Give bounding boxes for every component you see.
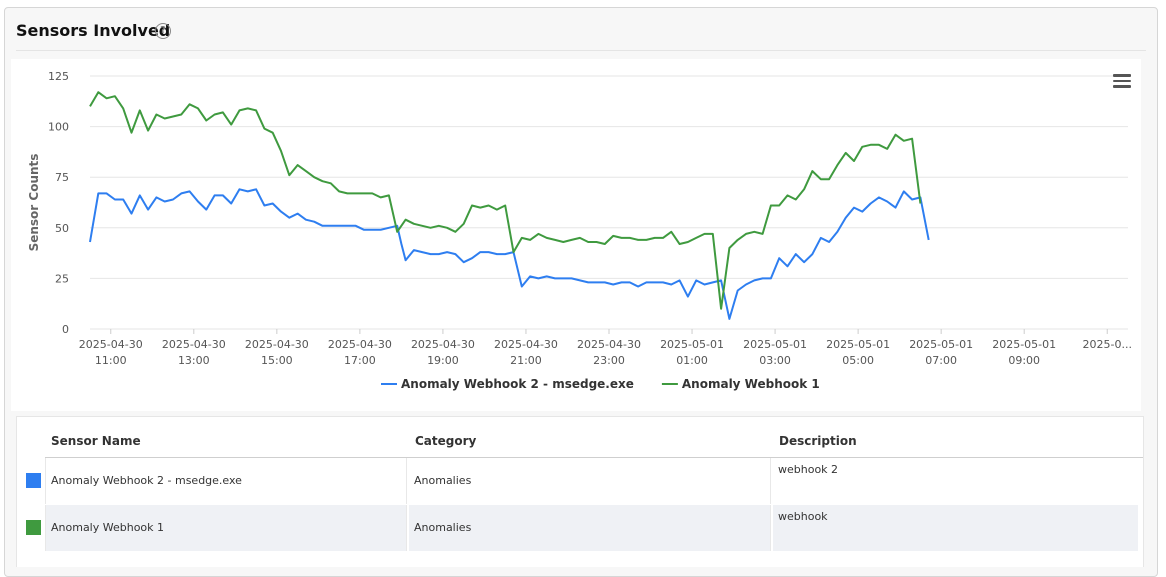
legend-item: Anomaly Webhook 1 (682, 377, 820, 391)
description: webhook 2 (778, 463, 839, 476)
x-tick-label: 05:00 (842, 354, 874, 367)
x-tick-label: 15:00 (261, 354, 293, 367)
x-tick-label: 07:00 (925, 354, 957, 367)
x-tick-label: 2025-04-30 (494, 338, 558, 351)
col-header-description[interactable]: Description (779, 434, 857, 448)
x-tick-label: 2025-04-30 (79, 338, 143, 351)
x-tick-label: 17:00 (344, 354, 376, 367)
line-chart: 0 25 50 75 100 125 Sensor Counts 2025-04-30 11:… (27, 70, 1132, 391)
series-line (89, 188, 930, 320)
row-swatch-cell (17, 458, 44, 504)
series-color-swatch (26, 473, 41, 488)
y-axis: 0 25 50 75 100 125 Sensor Counts (27, 70, 69, 336)
legend-item: Anomaly Webhook 2 - msedge.exe (401, 377, 634, 391)
x-tick-label: 13:00 (178, 354, 210, 367)
x-tick-label: 19:00 (427, 354, 459, 367)
x-axis: 2025-04-30 11:00 2025-04-30 13:00 2025-04-30… (79, 329, 1132, 367)
panel-header: Sensors Involved ? (16, 20, 1146, 51)
x-tick-label: 2025-0... (1083, 338, 1132, 351)
x-tick-label: 2025-05-01 (660, 338, 724, 351)
header-divider (45, 457, 1143, 458)
sensor-name-cell: Anomaly Webhook 1 (45, 505, 407, 551)
x-tick-label: 03:00 (759, 354, 791, 367)
col-header-sensor-name[interactable]: Sensor Name (51, 434, 141, 448)
sensor-table: Sensor Name Category Description Anomaly… (16, 416, 1144, 567)
y-tick-label: 0 (62, 323, 69, 336)
category-cell: Anomalies (409, 458, 771, 504)
category: Anomalies (414, 474, 472, 487)
category-cell: Anomalies (409, 505, 771, 551)
x-tick-label: 2025-04-30 (162, 338, 226, 351)
table-row[interactable]: Anomaly Webhook 1 Anomalies webhook (17, 505, 1138, 551)
description-cell: webhook (773, 505, 1138, 551)
x-tick-label: 21:00 (510, 354, 542, 367)
x-tick-label: 01:00 (676, 354, 708, 367)
description-cell: webhook 2 (773, 458, 1138, 504)
question-circle-icon[interactable]: ? (155, 23, 171, 39)
description: webhook (778, 510, 828, 523)
sensor-name: Anomaly Webhook 1 (51, 521, 165, 534)
x-tick-label: 2025-05-01 (743, 338, 807, 351)
sensor-name-cell: Anomaly Webhook 2 - msedge.exe (45, 458, 407, 504)
chart-gridlines (90, 75, 1128, 330)
x-tick-label: 11:00 (95, 354, 127, 367)
sensor-name: Anomaly Webhook 2 - msedge.exe (51, 474, 242, 487)
x-tick-label: 2025-04-30 (577, 338, 641, 351)
y-tick-label: 75 (55, 171, 69, 184)
x-tick-label: 2025-05-01 (909, 338, 973, 351)
table-row[interactable]: Anomaly Webhook 2 - msedge.exe Anomalies… (17, 458, 1138, 504)
series-line (89, 91, 922, 310)
y-tick-label: 125 (48, 70, 69, 83)
x-tick-label: 2025-05-01 (992, 338, 1056, 351)
x-tick-label: 09:00 (1008, 354, 1040, 367)
series-color-swatch (26, 520, 41, 535)
x-tick-label: 2025-04-30 (328, 338, 392, 351)
chart-series (89, 91, 930, 320)
y-tick-label: 50 (55, 222, 69, 235)
chart-card: 0 25 50 75 100 125 Sensor Counts 2025-04-30 11:… (11, 59, 1141, 411)
y-tick-label: 100 (48, 121, 69, 134)
x-tick-label: 2025-04-30 (245, 338, 309, 351)
x-tick-label: 23:00 (593, 354, 625, 367)
x-tick-label: 2025-04-30 (411, 338, 475, 351)
y-tick-label: 25 (55, 272, 69, 285)
hamburger-menu-icon[interactable] (1113, 74, 1131, 88)
col-header-category[interactable]: Category (415, 434, 477, 448)
row-swatch-cell (17, 505, 44, 551)
y-axis-title: Sensor Counts (27, 154, 41, 252)
panel-title: Sensors Involved (16, 21, 171, 40)
chart-legend: Anomaly Webhook 2 - msedge.exe Anomaly We… (381, 377, 820, 391)
x-tick-label: 2025-05-01 (826, 338, 890, 351)
category: Anomalies (414, 521, 472, 534)
